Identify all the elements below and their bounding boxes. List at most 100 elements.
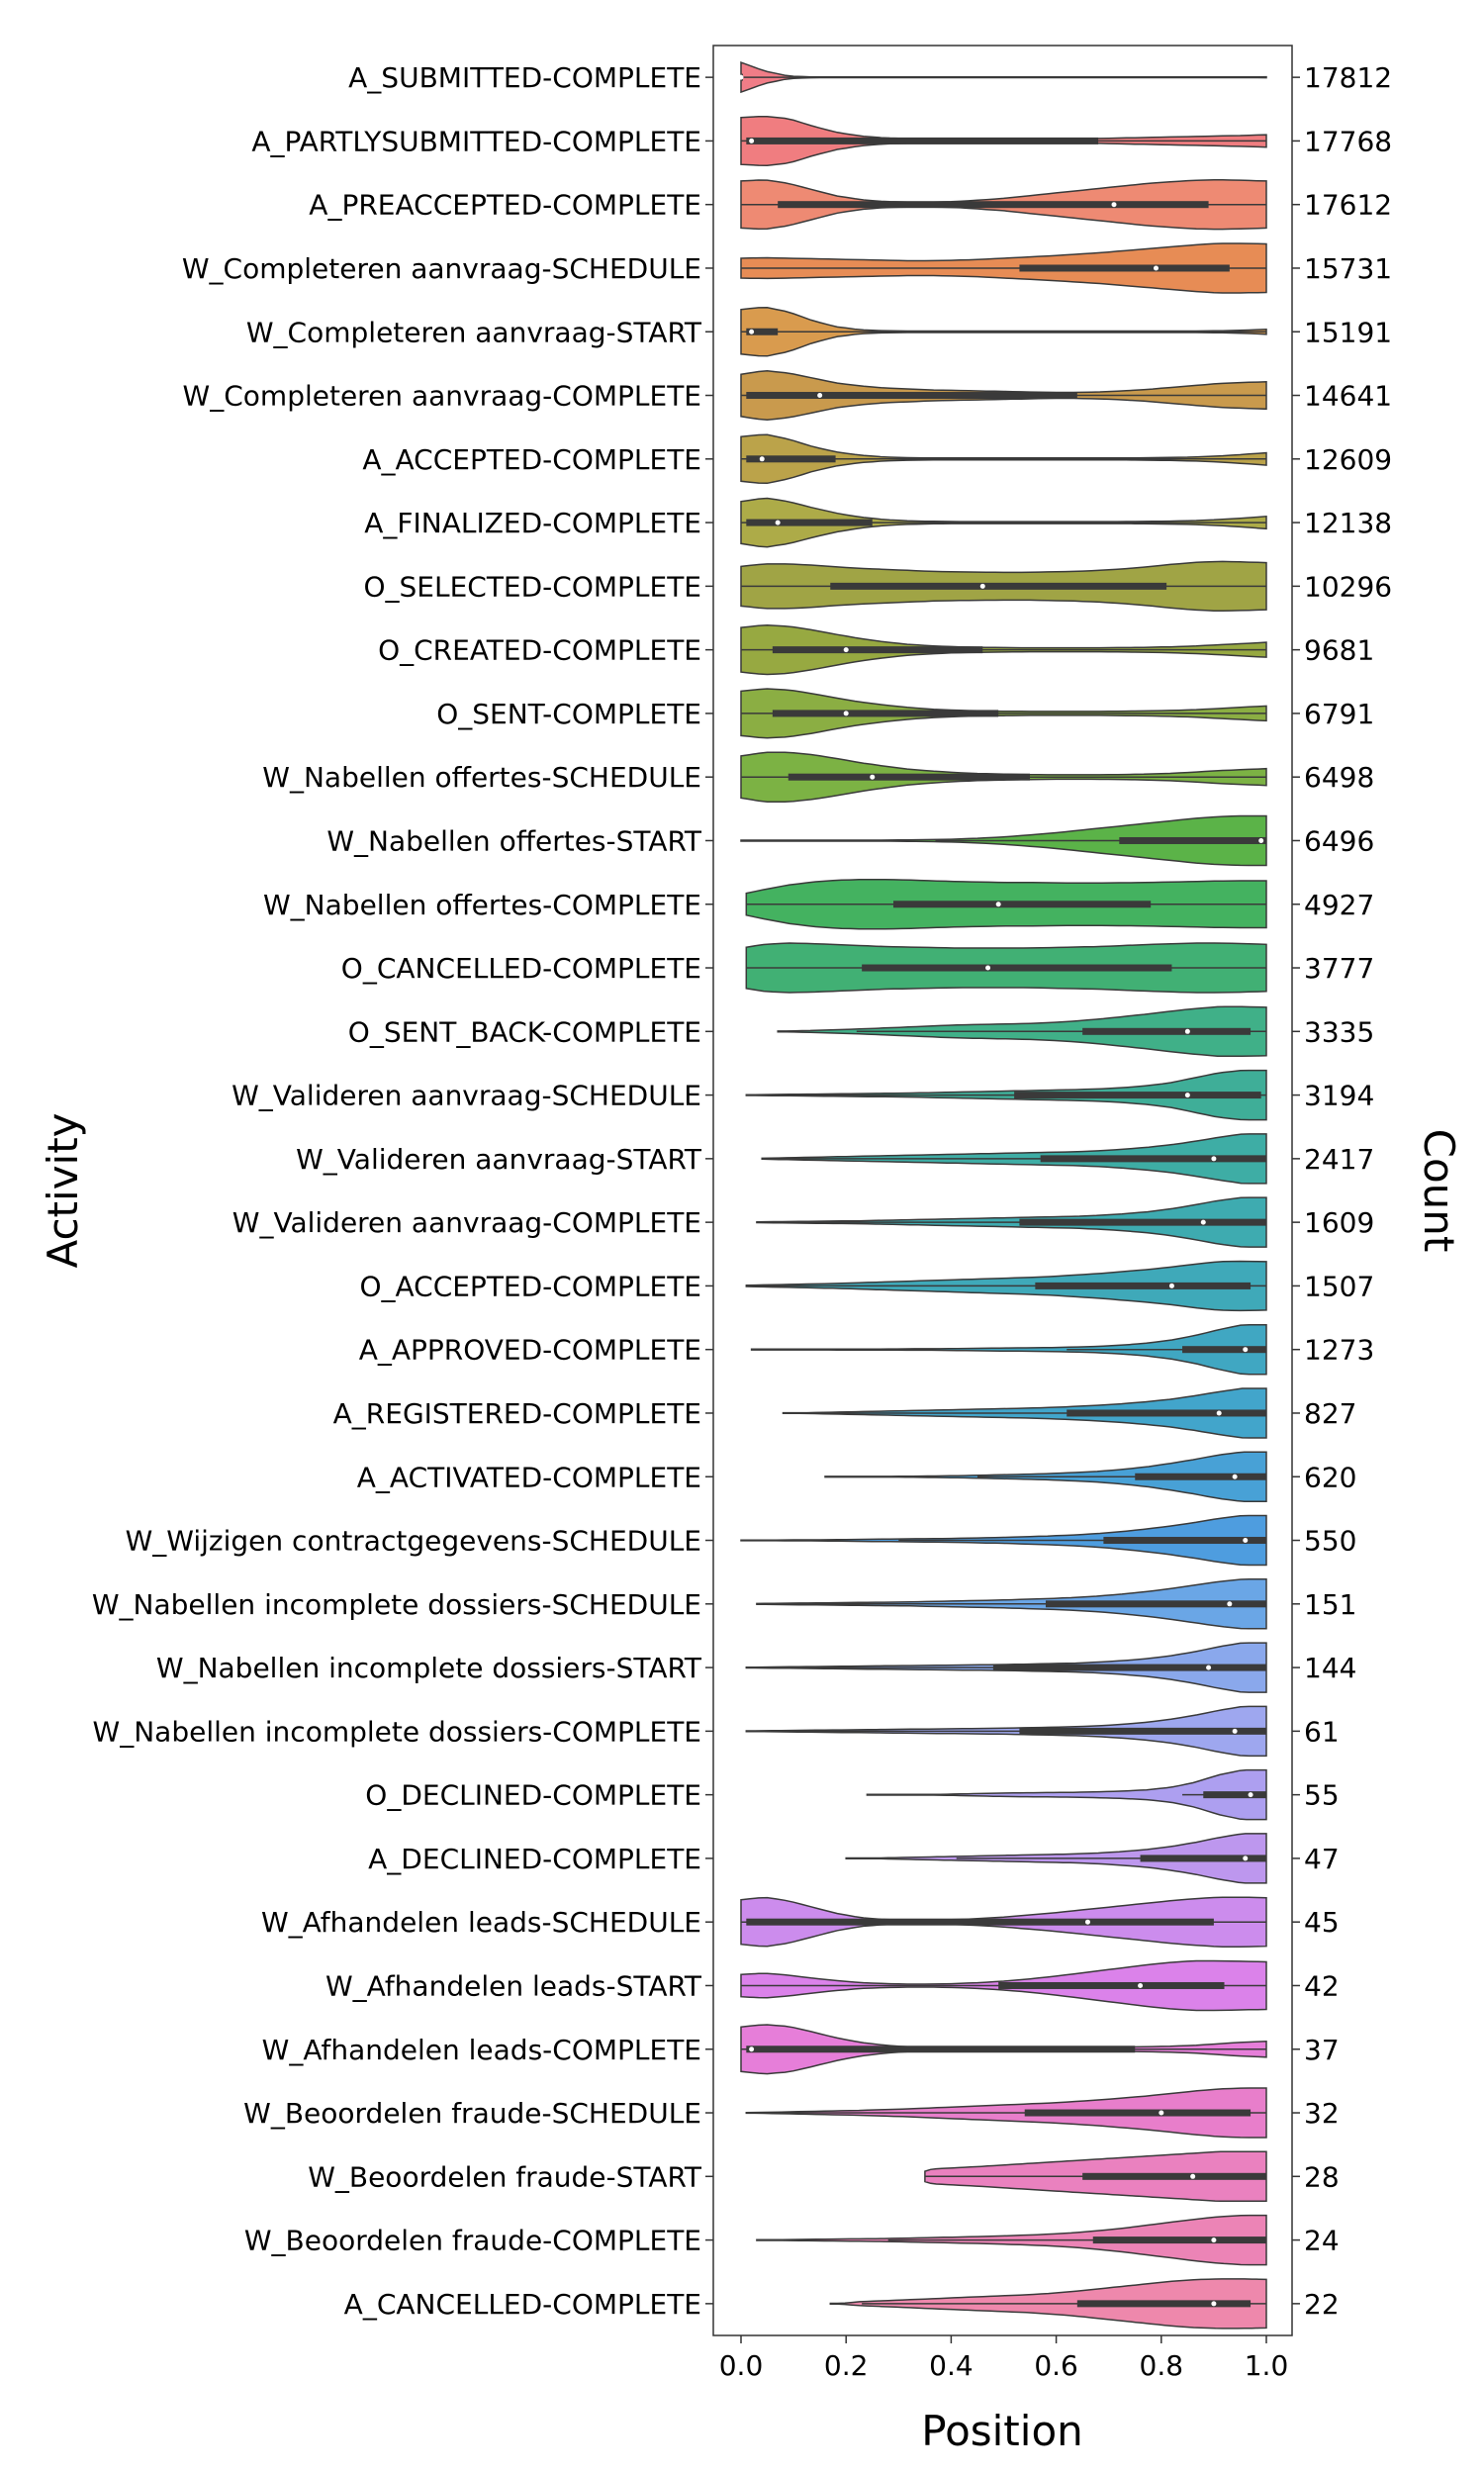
activity-label-17: W_Valideren aanvraag-START	[296, 1143, 702, 1176]
count-label-33: 28	[1304, 2160, 1340, 2193]
count-label-35: 22	[1304, 2288, 1340, 2321]
median-dot-21	[1216, 1410, 1222, 1416]
count-label-8: 10296	[1304, 570, 1392, 603]
iqr-box-13	[892, 901, 1152, 908]
x-axis-title: Position	[921, 2407, 1083, 2455]
iqr-box-15	[1082, 1027, 1252, 1035]
iqr-box-33	[1082, 2172, 1266, 2180]
median-dot-25	[1206, 1665, 1212, 1670]
activity-label-13: W_Nabellen offertes-COMPLETE	[263, 889, 701, 921]
median-dot-6	[759, 456, 765, 462]
median-dot-7	[775, 520, 781, 525]
activity-label-22: A_ACTIVATED-COMPLETE	[357, 1461, 701, 1493]
iqr-box-29	[746, 1918, 1214, 1926]
median-dot-13	[995, 902, 1001, 907]
activity-label-27: O_DECLINED-COMPLETE	[365, 1779, 701, 1812]
count-label-26: 61	[1304, 1715, 1340, 1748]
median-dot-24	[1227, 1601, 1233, 1607]
activity-label-2: A_PREACCEPTED-COMPLETE	[309, 189, 701, 222]
count-axis-title: Count	[1415, 1129, 1463, 1253]
median-dot-35	[1211, 2301, 1217, 2307]
count-label-1: 17768	[1304, 125, 1392, 157]
count-label-31: 37	[1304, 2034, 1340, 2066]
median-dot-16	[1184, 1093, 1190, 1098]
median-dot-1	[749, 138, 755, 143]
count-label-2: 17612	[1304, 189, 1392, 222]
count-label-5: 14641	[1304, 380, 1392, 413]
median-dot-32	[1159, 2110, 1164, 2116]
median-dot-5	[817, 393, 823, 399]
activity-label-31: W_Afhandelen leads-COMPLETE	[262, 2034, 701, 2066]
median-dot-28	[1243, 1856, 1249, 1861]
iqr-box-16	[1014, 1092, 1261, 1099]
iqr-box-3	[1019, 264, 1230, 272]
activity-label-30: W_Afhandelen leads-START	[325, 1969, 702, 2002]
y-axis-title: Activity	[39, 1112, 87, 1268]
activity-label-32: W_Beoordelen fraude-SCHEDULE	[243, 2097, 701, 2130]
activity-label-14: O_CANCELLED-COMPLETE	[341, 952, 701, 985]
activity-label-18: W_Valideren aanvraag-COMPLETE	[232, 1206, 701, 1239]
activity-label-3: W_Completeren aanvraag-SCHEDULE	[182, 252, 701, 285]
activity-label-0: A_SUBMITTED-COMPLETE	[348, 61, 701, 94]
median-dot-17	[1211, 1156, 1217, 1162]
median-dot-26	[1232, 1728, 1238, 1734]
count-label-16: 3194	[1304, 1080, 1374, 1112]
count-label-14: 3777	[1304, 952, 1374, 985]
iqr-box-20	[1182, 1346, 1266, 1354]
count-label-15: 3335	[1304, 1015, 1374, 1048]
median-dot-8	[979, 583, 985, 589]
iqr-box-26	[1019, 1727, 1266, 1735]
median-dot-9	[843, 647, 849, 653]
median-dot-29	[1084, 1919, 1090, 1925]
count-label-32: 32	[1304, 2097, 1340, 2130]
count-label-27: 55	[1304, 1779, 1340, 1812]
iqr-box-35	[1076, 2300, 1252, 2308]
median-dot-22	[1232, 1474, 1238, 1479]
activity-label-34: W_Beoordelen fraude-COMPLETE	[244, 2225, 701, 2257]
iqr-box-12	[1119, 836, 1266, 844]
violin-27	[866, 1768, 1267, 1821]
x-tick-label-3: 0.6	[1034, 2349, 1078, 2382]
iqr-box-22	[1135, 1473, 1266, 1480]
activity-label-15: O_SENT_BACK-COMPLETE	[348, 1015, 701, 1048]
activity-label-8: O_SELECTED-COMPLETE	[363, 570, 701, 603]
activity-label-19: O_ACCEPTED-COMPLETE	[359, 1270, 701, 1302]
iqr-box-25	[992, 1664, 1266, 1671]
count-label-13: 4927	[1304, 889, 1374, 921]
count-label-25: 144	[1304, 1652, 1356, 1684]
activity-label-21: A_REGISTERED-COMPLETE	[333, 1397, 701, 1430]
activity-label-4: W_Completeren aanvraag-START	[246, 316, 702, 348]
median-dot-20	[1243, 1347, 1249, 1353]
median-dot-14	[985, 965, 991, 971]
activity-label-23: W_Wijzigen contractgegevens-SCHEDULE	[126, 1525, 701, 1558]
count-label-10: 6791	[1304, 698, 1374, 730]
activity-label-10: O_SENT-COMPLETE	[436, 698, 701, 730]
iqr-box-1	[746, 137, 1099, 144]
plot-frame	[712, 45, 1293, 2336]
iqr-box-4	[746, 328, 779, 335]
median-dot-0	[738, 74, 744, 80]
iqr-box-30	[998, 1981, 1225, 1989]
activity-label-7: A_FINALIZED-COMPLETE	[364, 507, 701, 539]
count-label-20: 1273	[1304, 1334, 1374, 1367]
x-tick-label-5: 1.0	[1245, 2349, 1289, 2382]
count-label-6: 12609	[1304, 443, 1392, 476]
median-dot-23	[1243, 1538, 1249, 1544]
iqr-box-9	[772, 646, 983, 654]
count-label-19: 1507	[1304, 1270, 1374, 1302]
count-label-9: 9681	[1304, 634, 1374, 667]
median-dot-12	[1258, 837, 1264, 843]
iqr-box-2	[778, 201, 1209, 209]
violin-20	[750, 1323, 1267, 1376]
count-label-30: 42	[1304, 1969, 1340, 2002]
activity-label-11: W_Nabellen offertes-SCHEDULE	[262, 761, 701, 794]
count-label-18: 1609	[1304, 1206, 1374, 1239]
iqr-box-27	[1203, 1791, 1266, 1799]
activity-labels: A_SUBMITTED-COMPLETE A_PARTLYSUBMITTED-CO…	[92, 61, 713, 2321]
count-label-21: 827	[1304, 1397, 1356, 1430]
median-dot-15	[1184, 1028, 1190, 1034]
iqr-box-5	[746, 392, 1077, 400]
iqr-box-23	[1103, 1537, 1266, 1545]
iqr-box-18	[1019, 1218, 1266, 1226]
activity-label-33: W_Beoordelen fraude-START	[308, 2160, 702, 2193]
